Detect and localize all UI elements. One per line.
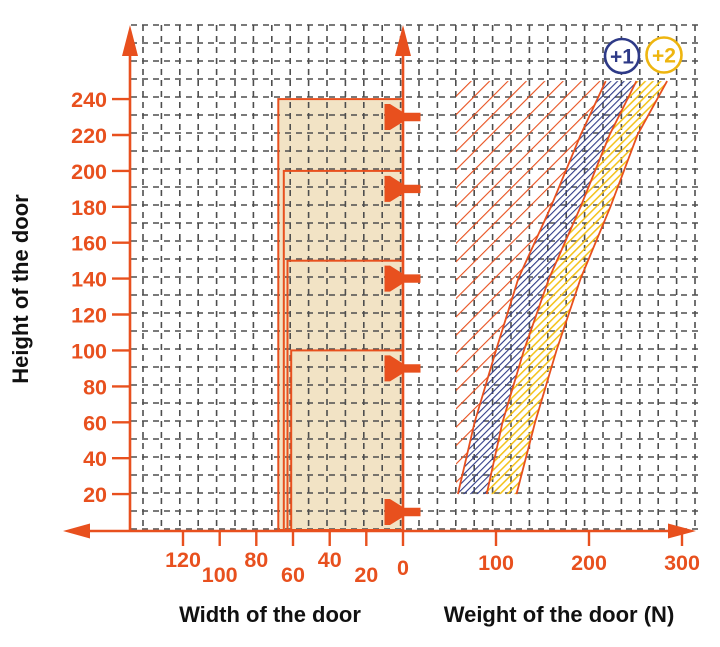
door-width-area <box>291 350 403 530</box>
width-tick-label: 100 <box>202 563 238 587</box>
curve-left <box>457 80 607 495</box>
fitting-marker-icon <box>384 175 421 202</box>
fitting-marker-icon <box>384 355 421 382</box>
weight-tick-label: 100 <box>478 551 514 575</box>
y-tick-label: 40 <box>83 447 107 471</box>
y-axis-arrow-icon <box>122 25 138 56</box>
band-plus1 <box>457 81 637 495</box>
fitting-marker-icon <box>384 499 421 525</box>
badge-plus2-circle-icon <box>645 36 683 74</box>
weight-axis-title: Weight of the door (N) <box>444 602 675 627</box>
y-tick-label: 140 <box>71 268 107 292</box>
width-tick-label: 40 <box>318 548 342 572</box>
weight-tick-label: 300 <box>664 551 700 575</box>
curve-mid <box>485 80 638 495</box>
y-tick-label: 20 <box>83 483 107 507</box>
y-tick-label: 60 <box>83 411 107 435</box>
fitting-position-markers <box>384 104 421 525</box>
y-tick-label: 100 <box>71 339 107 363</box>
badge-plus1: +1 <box>603 37 641 75</box>
badge-plus1-circle-icon <box>603 37 641 75</box>
badge-plus2: +2 <box>645 36 683 74</box>
axes: 2402202001801601401201008060402012010080… <box>63 25 700 587</box>
badge-plus2-label: +2 <box>652 45 676 68</box>
width-axis-arrow-icon <box>63 523 90 539</box>
fitting-marker-icon <box>384 265 421 292</box>
width-tick-label: 80 <box>244 548 268 572</box>
red-hatch-zone <box>456 81 606 495</box>
y-tick-label: 80 <box>83 375 107 399</box>
y-tick-label: 180 <box>71 196 107 220</box>
width-tick-label: 0 <box>397 556 409 580</box>
width-tick-label: 120 <box>165 548 201 572</box>
badge-plus1-label: +1 <box>610 46 634 69</box>
y-tick-label: 200 <box>71 160 107 184</box>
y-axis-title: Height of the door <box>8 194 33 384</box>
y-tick-label: 120 <box>71 304 107 328</box>
y-tick-label: 220 <box>71 124 107 148</box>
door-width-region-fill <box>278 99 403 530</box>
curve-right <box>515 80 668 495</box>
weight-bands <box>456 80 668 495</box>
width-axis-title: Width of the door <box>179 602 361 627</box>
width-tick-label: 60 <box>281 563 305 587</box>
weight-tick-label: 200 <box>571 551 607 575</box>
width-tick-label: 20 <box>354 563 378 587</box>
zero-axis-arrow-icon <box>395 25 411 56</box>
y-tick-label: 240 <box>71 88 107 112</box>
fitting-marker-icon <box>384 104 421 130</box>
y-tick-label: 160 <box>71 232 107 256</box>
